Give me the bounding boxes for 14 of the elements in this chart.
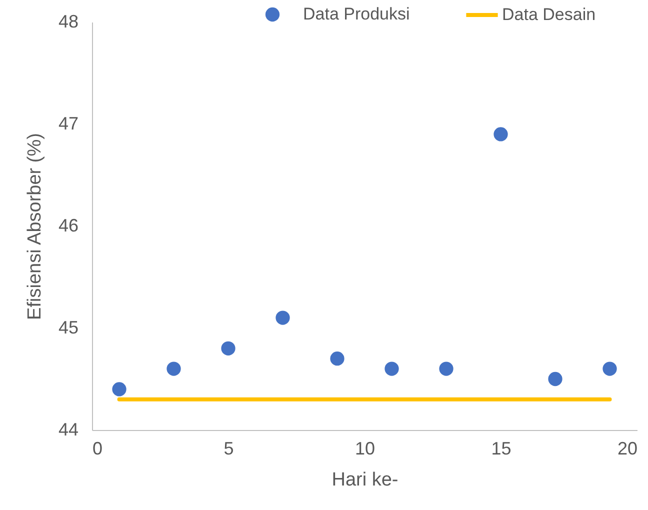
y-axis-title: Efisiensi Absorber (%) [24,133,46,320]
x-tick-label: 20 [617,438,638,458]
x-tick-label: 15 [491,438,512,458]
y-tick-label: 46 [58,216,78,236]
x-axis-title: Hari ke- [332,470,398,490]
y-tick-label: 48 [58,12,78,32]
x-tick-label: 5 [224,438,234,458]
y-tick-label: 44 [58,420,78,440]
x-tick-label: 10 [354,438,376,458]
legend-label: Data Produksi [303,4,410,24]
y-tick-label: 45 [58,318,78,338]
legend-label: Data Desain [502,5,596,24]
y-tick-label: 47 [58,114,78,134]
x-tick-label: 0 [92,438,103,458]
